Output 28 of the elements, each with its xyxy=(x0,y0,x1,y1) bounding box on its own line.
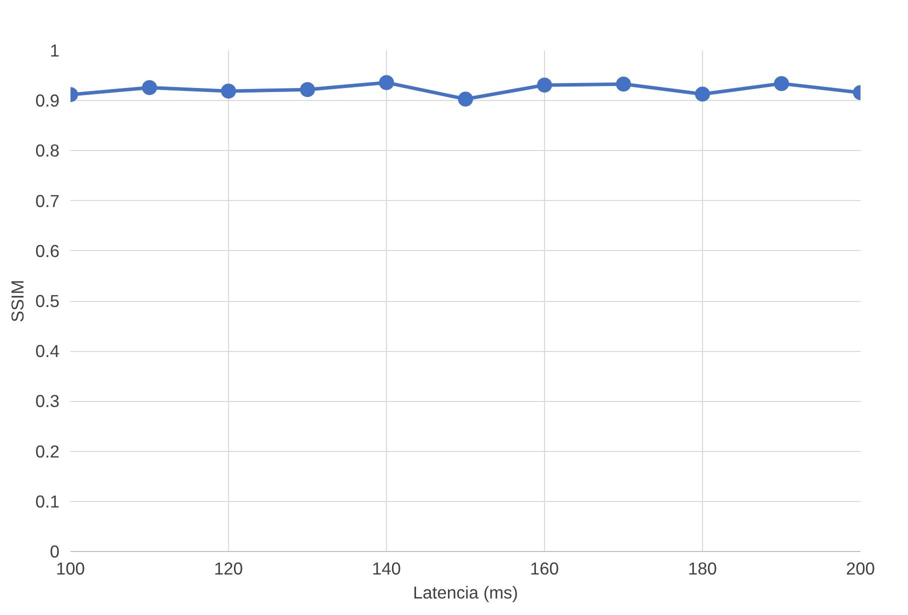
point xyxy=(774,76,789,92)
y-tick-label: 0.4 xyxy=(35,341,60,362)
y-axis-title: SSIM xyxy=(7,280,28,322)
x-tick-label: 180 xyxy=(688,558,717,578)
x-tick-label: 160 xyxy=(530,558,559,578)
x-tick-label: 200 xyxy=(846,558,875,578)
y-tick-label: 0.9 xyxy=(35,90,60,111)
y-tick-label: 0.5 xyxy=(35,291,60,311)
point xyxy=(142,80,157,96)
y-tick-label: 0.3 xyxy=(35,391,60,412)
point xyxy=(616,76,631,92)
y-tick-label: 0.7 xyxy=(35,190,60,211)
point xyxy=(537,78,552,93)
x-tick-label: 100 xyxy=(56,558,85,578)
y-tick-label: 0.2 xyxy=(35,441,60,462)
y-tick-label: 0.6 xyxy=(35,240,60,261)
x-tick-label: 120 xyxy=(214,558,243,578)
x-tick-label: 140 xyxy=(372,558,401,578)
point xyxy=(300,82,315,98)
y-tick-label: 0.1 xyxy=(35,491,60,512)
point xyxy=(695,86,710,102)
point xyxy=(221,84,236,99)
point xyxy=(458,92,473,107)
x-axis-title: Latencia (ms) xyxy=(413,582,518,602)
y-tick-label: 0.8 xyxy=(35,140,60,161)
y-tick-label: 0 xyxy=(50,542,60,562)
y-tick-label: 1 xyxy=(50,40,60,60)
point xyxy=(379,75,394,90)
